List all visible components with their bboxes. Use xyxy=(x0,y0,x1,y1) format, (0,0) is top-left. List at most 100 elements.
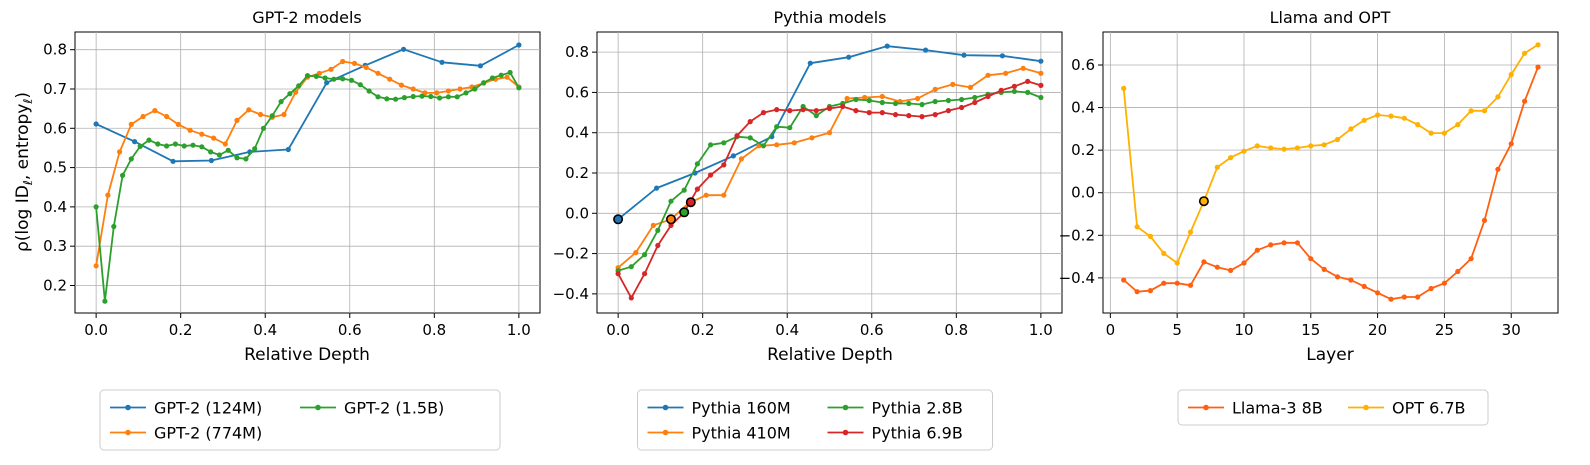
data-point-gpt-2-1-5b xyxy=(437,95,443,101)
plot-area-llama-opt xyxy=(1102,31,1559,314)
data-point-pythia-410m xyxy=(950,81,956,87)
series-pythia xyxy=(613,43,1044,301)
data-point-opt-6-7b xyxy=(1187,229,1194,235)
data-point-gpt-2-774m xyxy=(410,86,416,92)
data-point-llama-3-8b xyxy=(1481,217,1488,223)
data-point-pythia-160m xyxy=(730,153,737,159)
data-point-pythia-2-8b xyxy=(813,113,819,119)
data-point-llama-3-8b xyxy=(1187,282,1194,288)
data-point-gpt-2-1-5b xyxy=(120,172,126,178)
data-point-pythia-410m xyxy=(1038,70,1044,76)
data-point-gpt-2-1-5b xyxy=(172,141,178,147)
y-tick-label: 0.7 xyxy=(43,80,67,98)
data-point-opt-6-7b xyxy=(1508,72,1514,78)
y-axis-label-part1: ρ(log ID xyxy=(13,185,33,252)
legend-pythia: Pythia 160M Pythia 410M Pythia 2.8B Pythia … xyxy=(637,389,993,451)
data-point-gpt-2-124m xyxy=(516,42,522,48)
data-point-gpt-2-774m xyxy=(363,64,369,70)
data-point-gpt-2-1-5b xyxy=(252,146,258,152)
data-point-pythia-2-8b xyxy=(708,142,714,148)
x-tick-label: 0.2 xyxy=(691,321,715,339)
x-tick-label: 0.8 xyxy=(944,321,968,339)
legend-label-pythia-160m: Pythia 160M xyxy=(692,399,791,418)
data-point-pythia-410m xyxy=(738,156,745,162)
data-point-llama-3-8b xyxy=(1401,294,1407,300)
data-point-opt-6-7b xyxy=(1468,108,1474,114)
x-tick-label: 0.4 xyxy=(253,321,277,339)
y-axis-label: ρ(log IDℓ, entropyℓ) xyxy=(13,92,35,252)
data-point-pythia-6-9b xyxy=(747,119,753,125)
data-point-gpt-2-774m xyxy=(504,74,510,80)
legend-gpt2: GPT-2 (124M) GPT-2 (774M) GPT-2 (1.5B) xyxy=(99,389,501,451)
data-point-gpt-2-1-5b xyxy=(454,94,460,100)
data-point-pythia-6-9b xyxy=(800,107,806,113)
x-tick-label: 0.2 xyxy=(169,321,193,339)
data-point-llama-3-8b xyxy=(1455,268,1461,275)
y-tick-label: −0.4 xyxy=(1059,269,1095,287)
data-point-gpt-2-774m xyxy=(175,121,181,127)
data-point-pythia-2-8b xyxy=(879,99,885,106)
data-point-gpt-2-774m xyxy=(199,131,205,137)
data-point-opt-6-7b xyxy=(1134,224,1140,230)
data-point-gpt-2-1-5b xyxy=(260,125,267,131)
data-point-pythia-6-9b xyxy=(655,242,661,249)
data-point-pythia-2-8b xyxy=(721,140,727,146)
y-tick-label: 0.6 xyxy=(43,119,67,137)
data-point-pythia-410m xyxy=(1003,70,1009,76)
data-point-gpt-2-1-5b xyxy=(410,93,416,100)
data-point-llama-3-8b xyxy=(1375,290,1381,296)
plot-area-pythia xyxy=(596,31,1063,314)
data-point-llama-3-8b xyxy=(1161,280,1167,286)
data-point-llama-3-8b xyxy=(1268,242,1274,248)
data-point-gpt-2-124m xyxy=(477,63,483,69)
ticks-pythia: 0.0 0.2 0.4 0.6 0.8 1.0 −0.4 −0.2 0.0 0.2 0.4 0.6 0.… xyxy=(553,43,1053,339)
y-tick-label: 0.6 xyxy=(565,83,589,101)
data-point-llama-3-8b xyxy=(1241,260,1247,266)
data-point-pythia-2-8b xyxy=(747,135,753,141)
data-point-gpt-2-1-5b xyxy=(428,93,434,100)
data-point-opt-6-7b xyxy=(1228,155,1234,161)
y-tick-label: −0.2 xyxy=(553,245,589,263)
x-tick-label: 0.4 xyxy=(775,321,799,339)
data-point-pythia-6-9b xyxy=(998,87,1004,93)
data-point-pythia-2-8b xyxy=(787,125,793,131)
y-tick-label: 0.4 xyxy=(43,198,67,216)
y-tick-label: 0.0 xyxy=(1071,184,1095,202)
data-point-pythia-6-9b xyxy=(853,108,859,114)
data-point-llama-3-8b xyxy=(1468,256,1474,262)
data-point-opt-6-7b xyxy=(1441,130,1447,136)
xlabel-gpt2: Relative Depth xyxy=(244,345,370,365)
data-point-opt-6-7b xyxy=(1455,122,1461,128)
data-point-pythia-410m xyxy=(1020,65,1026,71)
data-point-pythia-410m xyxy=(721,192,727,198)
legend-box xyxy=(637,389,993,451)
data-point-llama-3-8b xyxy=(1134,289,1140,295)
data-point-opt-6-7b xyxy=(1361,117,1367,123)
data-point-gpt-2-1-5b xyxy=(419,93,425,99)
data-point-pythia-2-8b xyxy=(668,198,674,204)
data-point-pythia-6-9b xyxy=(1011,83,1018,89)
legend-label-opt-6-7b: OPT 6.7B xyxy=(1392,399,1466,418)
data-point-gpt-2-774m xyxy=(457,86,463,92)
data-point-pythia-6-9b xyxy=(615,271,621,277)
data-point-gpt-2-124m xyxy=(170,158,176,164)
data-point-llama-3-8b xyxy=(1281,240,1287,246)
data-point-pythia-2-8b xyxy=(1025,89,1031,95)
data-point-gpt-2-774m xyxy=(211,135,217,141)
data-point-gpt-2-1-5b xyxy=(181,143,187,149)
data-point-gpt-2-774m xyxy=(351,60,358,66)
y-tick-label: 0.2 xyxy=(1071,141,1095,159)
x-tick-label: 20 xyxy=(1368,321,1387,339)
data-point-gpt-2-1-5b xyxy=(278,99,284,105)
data-point-pythia-410m xyxy=(650,222,656,228)
ticks-llama-opt: 0 5 10 15 20 25 30 −0.4 −0.2 0.0 0.2 0.4 0.6 xyxy=(1059,56,1521,339)
data-point-llama-3-8b xyxy=(1428,285,1434,292)
data-point-gpt-2-1-5b xyxy=(489,75,495,81)
xlabel-pythia: Relative Depth xyxy=(767,345,893,365)
data-point-llama-3-8b xyxy=(1415,294,1421,300)
series-line-llama-3-8b xyxy=(1123,66,1539,301)
legend-label-llama-3-8b: Llama-3 8B xyxy=(1232,399,1323,418)
data-point-pythia-6-9b xyxy=(628,295,634,301)
legend-handle-marker xyxy=(315,404,321,411)
highlight-marker xyxy=(665,214,676,225)
